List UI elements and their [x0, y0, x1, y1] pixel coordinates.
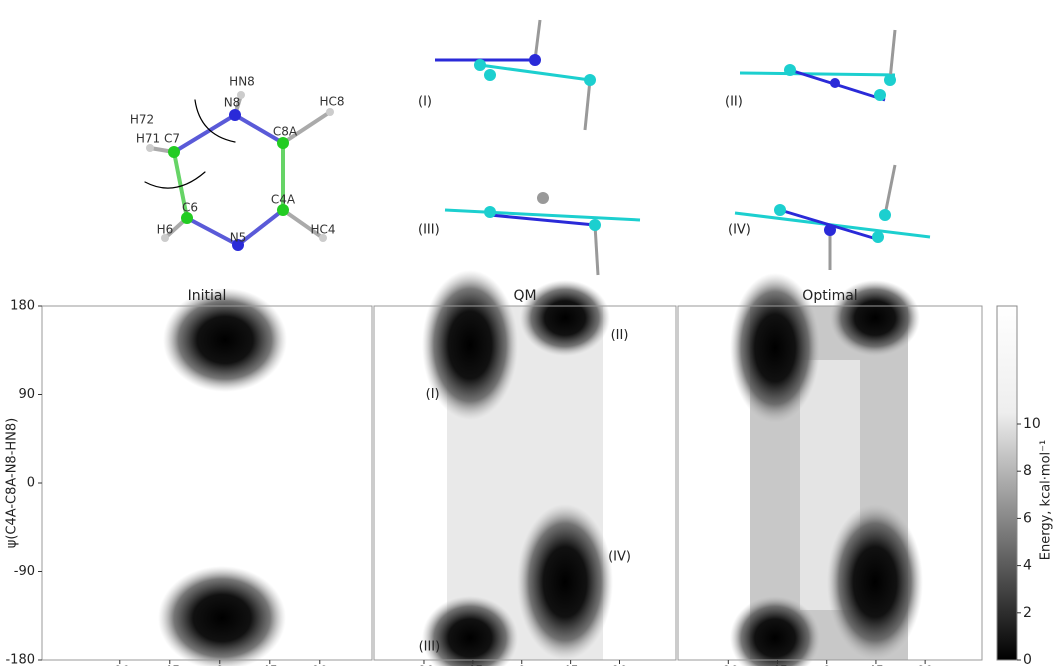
- colorbar-label: Energy, kcal·mol⁻¹: [1039, 440, 1053, 560]
- conformer-label: (IV): [728, 223, 751, 238]
- x-tick-label: -90: [718, 665, 739, 666]
- panel-title: QM: [513, 288, 536, 304]
- y-tick-label: -180: [5, 653, 35, 666]
- annotation: (IV): [608, 549, 631, 564]
- x-tick-label: -45: [462, 665, 483, 666]
- contours: [158, 270, 923, 666]
- atom-label: C4A: [271, 193, 296, 207]
- x-tick-label: 90: [917, 665, 934, 666]
- atom-label: C7: [164, 132, 180, 146]
- y-tick-label: -90: [14, 564, 35, 579]
- atom-label: H72: [130, 113, 154, 127]
- atom-label: HC4: [310, 223, 335, 237]
- atom-label: N5: [230, 231, 247, 245]
- annotation: (I): [426, 387, 440, 402]
- x-tick-label: 0: [518, 665, 526, 666]
- x-tick-label: 45: [562, 665, 579, 666]
- x-tick-label: 0: [823, 665, 831, 666]
- y-tick-label: 90: [18, 387, 35, 402]
- conformer-label: (I): [418, 95, 432, 110]
- y-axis-label: ψ(C4A-C8A-N8-HN8): [5, 418, 20, 548]
- conformers: [435, 19, 931, 276]
- x-tick-label: 45: [868, 665, 885, 666]
- x-tick-label: 90: [312, 665, 329, 666]
- x-tick-label: -45: [159, 665, 180, 666]
- atom-label: HC8: [319, 95, 344, 109]
- atom-label: H71: [136, 132, 160, 146]
- atom-label: HN8: [229, 75, 255, 89]
- colorbar-tick-label: 8: [1023, 463, 1032, 479]
- x-tick-label: -90: [413, 665, 434, 666]
- conformer-label: (II): [725, 95, 743, 110]
- atom-label: C6: [182, 201, 198, 215]
- colorbar-tick-label: 2: [1023, 605, 1032, 621]
- colorbar-tick-label: 4: [1023, 558, 1032, 574]
- annotation: (III): [419, 640, 441, 655]
- x-tick-label: 45: [262, 665, 279, 666]
- annotation: (II): [611, 328, 629, 343]
- atom-label: N8: [224, 96, 241, 110]
- colorbar-tick-label: 6: [1023, 510, 1032, 526]
- panel-title: Optimal: [802, 288, 857, 304]
- y-tick-label: 180: [10, 299, 35, 314]
- molecule: [144, 91, 334, 251]
- atom-label: C8A: [273, 125, 298, 139]
- colorbar-tick-label: 10: [1023, 416, 1041, 432]
- x-tick-label: -45: [767, 665, 788, 666]
- x-tick-label: -90: [109, 665, 130, 666]
- x-tick-label: 0: [216, 665, 224, 666]
- colorbar: [996, 305, 1018, 661]
- panel-title: Initial: [188, 288, 227, 304]
- plot-frame: [677, 305, 983, 661]
- y-tick-label: 0: [27, 476, 35, 491]
- x-tick-label: 90: [611, 665, 628, 666]
- atom-label: H6: [157, 223, 174, 237]
- conformer-label: (III): [418, 223, 440, 238]
- plot-frame: [373, 305, 677, 661]
- colorbar-tick-label: 0: [1023, 652, 1032, 666]
